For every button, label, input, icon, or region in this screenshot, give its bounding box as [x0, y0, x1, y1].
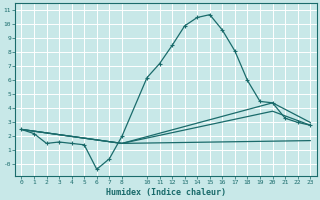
X-axis label: Humidex (Indice chaleur): Humidex (Indice chaleur) [106, 188, 226, 197]
